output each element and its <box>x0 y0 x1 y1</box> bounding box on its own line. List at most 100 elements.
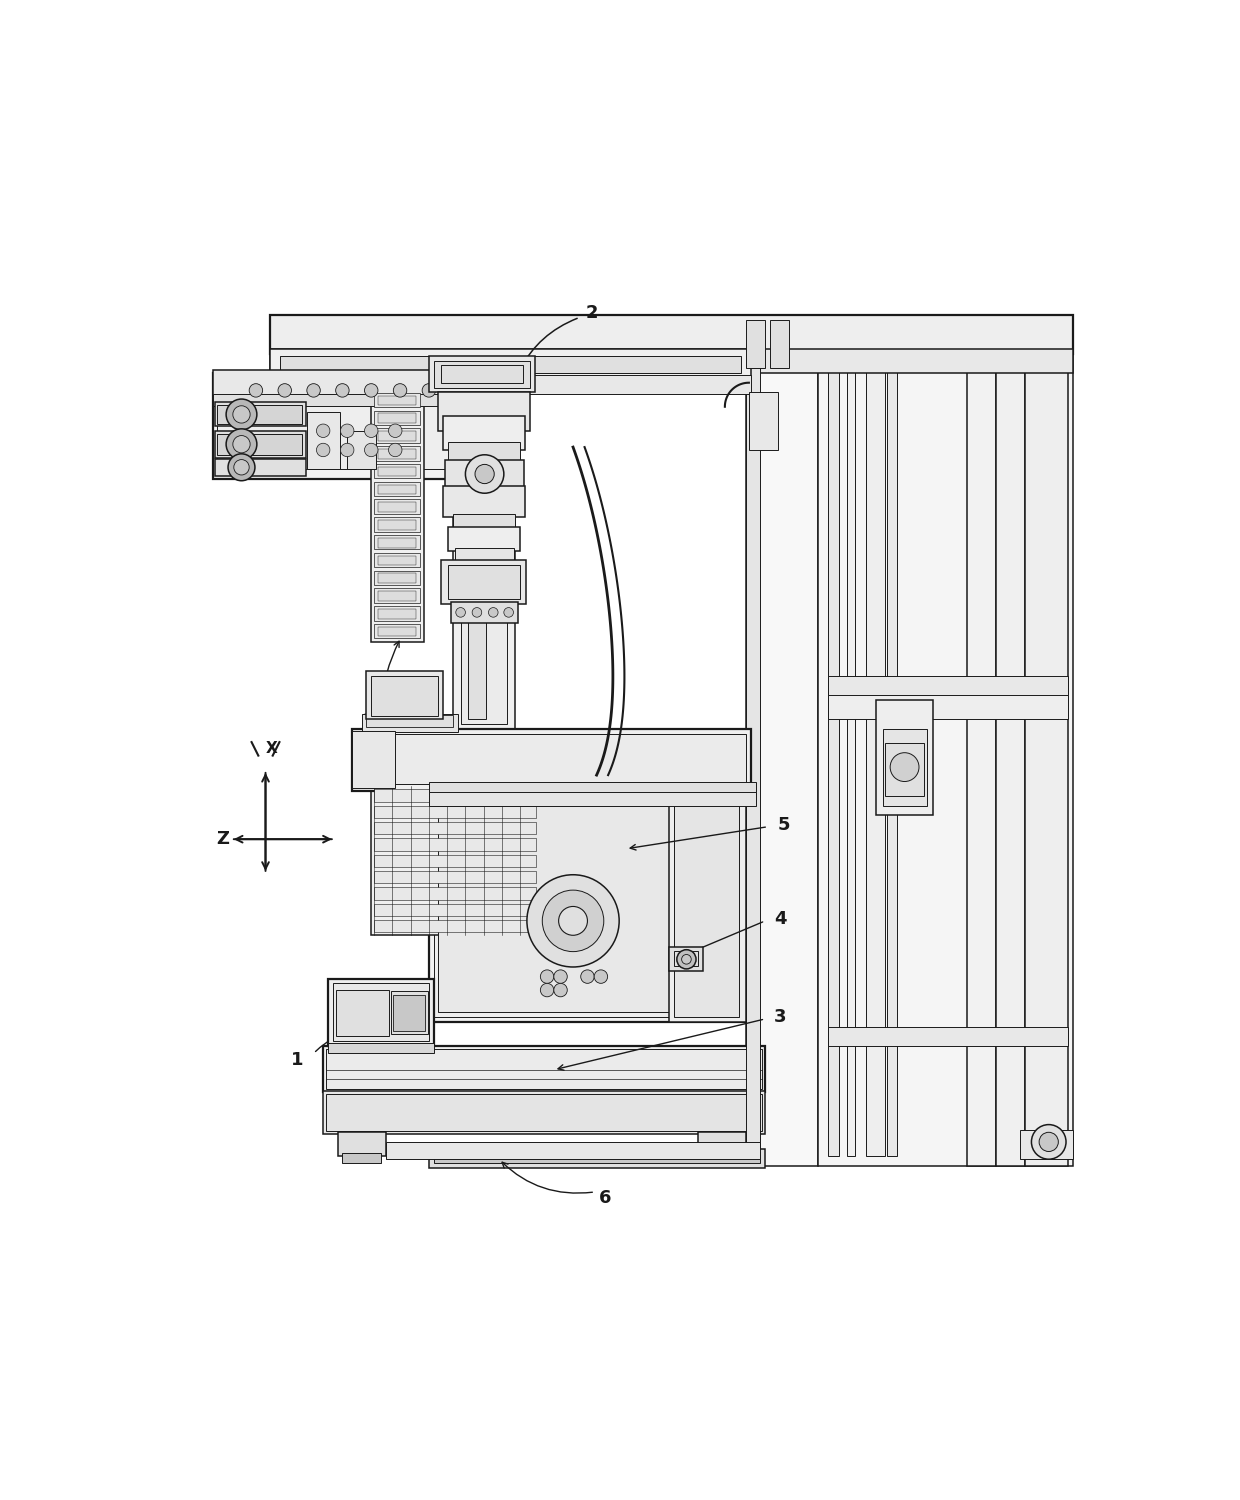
Circle shape <box>677 950 696 969</box>
Bar <box>434 360 529 387</box>
Bar <box>213 370 458 398</box>
Bar <box>434 1152 760 1162</box>
Circle shape <box>233 435 250 453</box>
Bar <box>967 315 996 1166</box>
Bar <box>374 446 420 460</box>
Bar <box>378 591 417 602</box>
Bar <box>378 466 417 477</box>
Bar <box>429 356 534 393</box>
Bar <box>434 790 749 1017</box>
Bar <box>875 700 934 814</box>
Circle shape <box>233 406 250 423</box>
Bar <box>280 356 742 374</box>
Circle shape <box>580 970 594 984</box>
Bar <box>326 1048 763 1089</box>
Bar <box>378 538 417 548</box>
Bar <box>1019 1131 1073 1160</box>
Bar <box>378 627 417 636</box>
Bar <box>374 789 536 801</box>
Bar <box>393 994 425 1032</box>
Bar <box>455 548 515 566</box>
Text: 4: 4 <box>774 910 786 928</box>
Bar <box>429 786 755 1022</box>
Bar <box>324 1046 765 1092</box>
Circle shape <box>316 424 330 438</box>
Bar <box>847 326 854 1156</box>
Circle shape <box>456 608 465 616</box>
Circle shape <box>316 444 330 456</box>
Bar <box>374 429 420 442</box>
Bar <box>448 526 521 550</box>
Bar <box>828 676 1068 700</box>
Circle shape <box>465 454 503 494</box>
Circle shape <box>542 890 604 951</box>
Bar <box>448 442 521 462</box>
Bar <box>453 369 516 729</box>
Circle shape <box>559 906 588 936</box>
Bar <box>215 430 306 457</box>
Bar <box>888 330 897 1156</box>
Bar <box>378 396 417 405</box>
Circle shape <box>393 384 407 398</box>
Bar <box>374 588 420 603</box>
Bar <box>324 1090 765 1134</box>
Circle shape <box>234 459 249 476</box>
Bar <box>215 459 306 476</box>
Text: 3: 3 <box>774 1008 786 1026</box>
Bar <box>217 405 303 424</box>
Circle shape <box>306 384 320 398</box>
Bar <box>213 394 458 406</box>
Bar <box>371 786 539 936</box>
Bar <box>374 518 420 531</box>
Bar <box>670 946 703 970</box>
Bar <box>996 315 1024 1166</box>
Bar <box>749 393 777 450</box>
Bar <box>352 730 396 789</box>
Bar <box>213 374 458 478</box>
Bar <box>374 855 536 867</box>
Text: 2: 2 <box>587 303 599 321</box>
Bar <box>378 609 417 618</box>
Bar <box>670 786 746 1022</box>
Circle shape <box>472 608 481 616</box>
Bar <box>746 315 818 1166</box>
Circle shape <box>278 384 291 398</box>
Circle shape <box>890 753 919 782</box>
Bar <box>374 871 536 883</box>
Bar <box>441 366 523 382</box>
Bar <box>327 978 434 1046</box>
Bar <box>453 514 516 531</box>
Bar <box>429 792 755 806</box>
Circle shape <box>341 424 353 438</box>
Bar <box>371 676 439 716</box>
Circle shape <box>388 444 402 456</box>
Circle shape <box>341 444 353 456</box>
Bar <box>215 402 306 426</box>
Bar <box>698 1132 746 1156</box>
Bar <box>746 369 760 1156</box>
Text: 21: 21 <box>362 712 386 730</box>
Bar <box>770 320 789 369</box>
Bar <box>1024 315 1068 1166</box>
Bar <box>439 796 742 1012</box>
Bar <box>374 903 536 916</box>
Bar <box>371 387 424 642</box>
Bar <box>367 716 453 726</box>
Bar <box>270 350 750 378</box>
Bar <box>367 670 444 718</box>
Bar <box>374 464 420 478</box>
Bar <box>703 1154 742 1162</box>
Circle shape <box>365 384 378 398</box>
Bar <box>818 315 1073 1166</box>
Circle shape <box>388 424 402 438</box>
Bar <box>444 486 525 518</box>
Bar <box>362 714 458 732</box>
Circle shape <box>554 984 567 998</box>
Bar <box>439 393 529 430</box>
Text: 6: 6 <box>599 1188 611 1206</box>
Bar <box>306 411 341 470</box>
Circle shape <box>527 874 619 968</box>
Bar <box>460 374 507 724</box>
Circle shape <box>249 384 263 398</box>
Circle shape <box>336 384 350 398</box>
